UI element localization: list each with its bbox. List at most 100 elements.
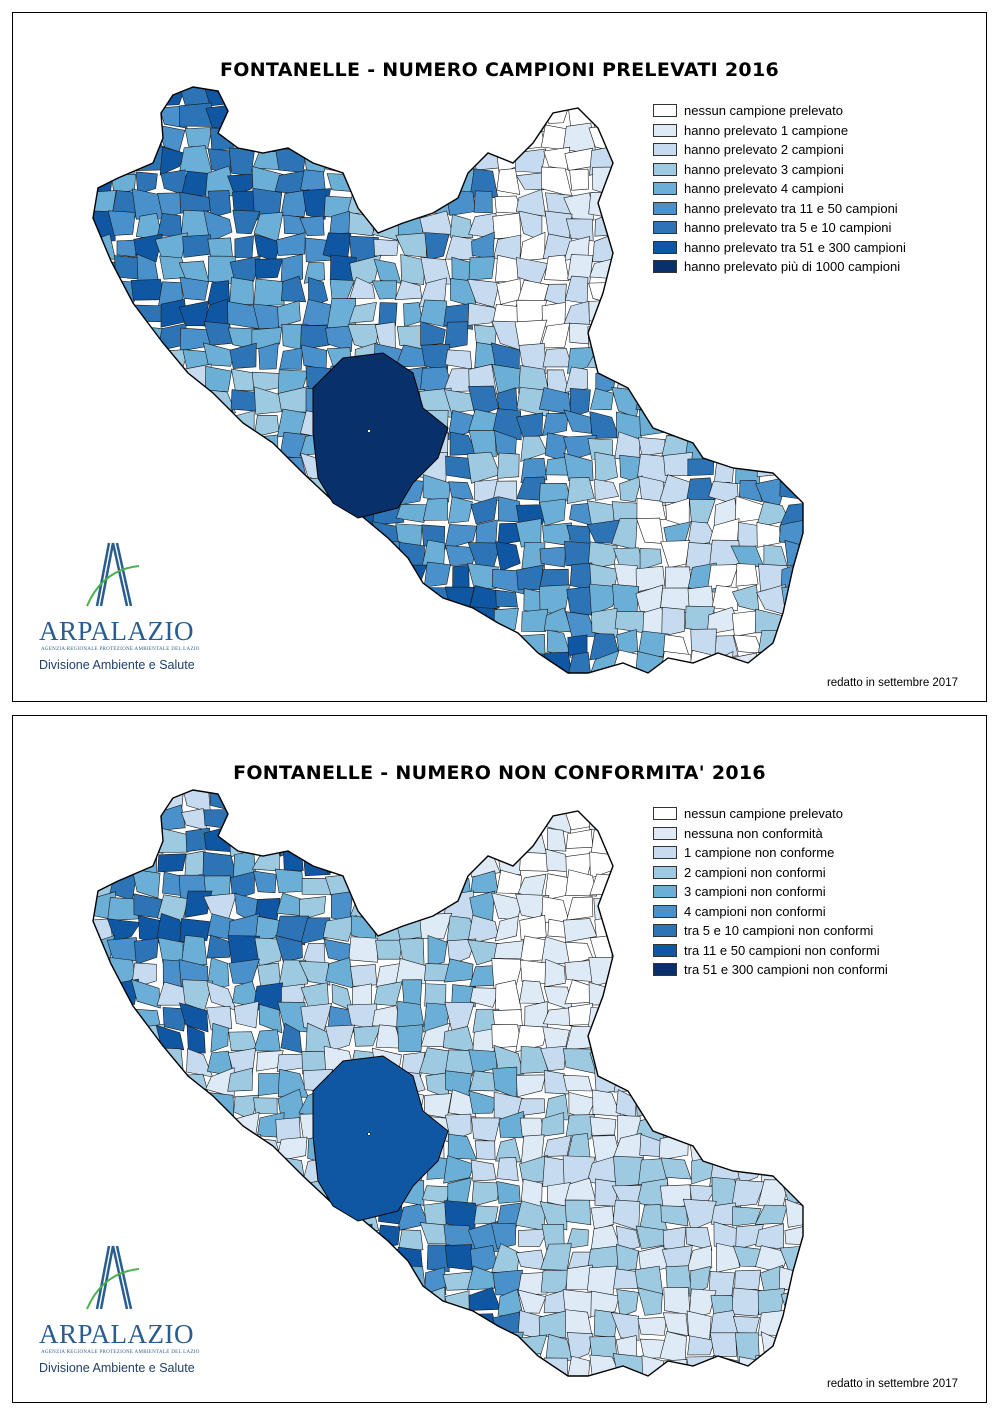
municipality-cell <box>204 586 235 614</box>
municipality-cell <box>93 1137 115 1166</box>
municipality-cell <box>275 1354 303 1376</box>
municipality-cell <box>806 607 834 638</box>
municipality-cell <box>257 1073 281 1096</box>
municipality-cell <box>663 1286 691 1316</box>
municipality-cell <box>371 565 400 587</box>
municipality-cell <box>401 166 426 195</box>
municipality-cell <box>468 676 497 701</box>
municipality-cell <box>447 496 473 524</box>
municipality-cell <box>594 451 618 484</box>
municipality-cell <box>301 122 333 149</box>
municipality-cell <box>352 656 378 673</box>
legend-item: 1 campione non conforme <box>653 843 888 863</box>
municipality-cell <box>375 1267 402 1297</box>
legend-item: hanno prelevato tra 51 e 300 campioni <box>653 238 906 258</box>
municipality-cell <box>521 608 549 633</box>
municipality-cell <box>374 850 398 880</box>
municipality-cell <box>161 1136 190 1164</box>
municipality-cell <box>394 87 421 111</box>
municipality-cell <box>733 634 764 654</box>
municipality-cell <box>712 979 739 1006</box>
municipality-cell <box>301 299 331 327</box>
municipality-cell <box>326 674 350 701</box>
municipality-cell <box>299 803 331 831</box>
municipality-cell <box>759 671 787 673</box>
municipality-cell <box>566 586 593 616</box>
municipality-cell <box>328 790 358 811</box>
municipality-cell <box>493 654 526 673</box>
municipality-cell <box>802 519 803 549</box>
municipality-cell <box>132 495 159 525</box>
municipality-cell <box>85 674 112 701</box>
municipality-cell <box>444 349 473 370</box>
municipality-cell <box>419 189 451 215</box>
municipality-cell <box>397 1024 424 1052</box>
municipality-cell <box>516 1378 547 1402</box>
legend: nessun campione prelevato nessuna non co… <box>653 804 888 980</box>
municipality-cell <box>807 1226 834 1253</box>
municipality-cell <box>257 105 281 126</box>
municipality-cell <box>234 673 257 701</box>
municipality-cell <box>806 1074 831 1097</box>
municipality-cell <box>807 303 834 325</box>
municipality-cell <box>518 1228 550 1247</box>
map-title: FONTANELLE - NUMERO NON CONFORMITA' 2016 <box>233 762 766 784</box>
municipality-cell <box>807 1248 833 1273</box>
municipality-cell <box>422 790 451 813</box>
municipality-cell <box>517 1271 549 1295</box>
municipality-cell <box>780 453 803 480</box>
municipality-cell <box>683 1007 714 1031</box>
municipality-cell <box>515 257 549 285</box>
municipality-cell <box>234 519 259 548</box>
municipality-cell <box>130 350 164 374</box>
municipality-cell <box>473 1205 499 1225</box>
municipality-cell <box>444 1330 473 1359</box>
municipality-cell <box>349 964 378 987</box>
municipality-cell <box>110 101 140 130</box>
municipality-cell <box>396 825 430 853</box>
municipality-cell <box>809 477 832 499</box>
municipality-cell <box>784 1224 803 1246</box>
municipality-cell <box>400 253 426 285</box>
municipality-cell <box>135 171 158 195</box>
municipality-cell <box>805 1004 830 1027</box>
municipality-cell <box>328 518 356 546</box>
municipality-cell <box>617 366 646 391</box>
municipality-cell <box>111 1047 133 1076</box>
municipality-cell <box>422 850 447 877</box>
municipality-cell <box>231 1334 256 1359</box>
municipality-cell <box>660 1157 692 1180</box>
municipality-cell <box>156 1178 189 1203</box>
municipality-cell <box>350 632 372 660</box>
municipality-cell <box>323 564 355 588</box>
municipality-cell <box>779 1353 803 1376</box>
municipality-cell <box>106 306 141 329</box>
municipality-cell <box>326 121 354 155</box>
municipality-cell <box>805 347 835 369</box>
municipality-cell <box>523 674 548 699</box>
municipality-cell <box>112 342 140 370</box>
municipality-cell <box>231 1315 257 1336</box>
municipality-cell <box>759 411 788 440</box>
municipality-cell <box>805 1208 837 1228</box>
municipality-cell <box>331 1355 351 1376</box>
municipality-cell <box>445 826 473 852</box>
municipality-cell <box>689 87 717 101</box>
municipality-cell <box>733 1378 760 1401</box>
legend-swatch <box>653 846 677 860</box>
municipality-cell <box>539 546 567 568</box>
municipality-cell <box>323 611 358 637</box>
municipality-cell <box>300 584 332 610</box>
municipality-cell <box>496 1378 521 1402</box>
municipality-cell <box>637 1287 663 1316</box>
municipality-cell <box>569 322 598 345</box>
municipality-cell <box>322 1310 355 1339</box>
municipality-cell <box>518 980 546 1004</box>
municipality-cell <box>761 1066 781 1093</box>
municipality-cell <box>619 475 643 503</box>
municipality-cell <box>347 546 380 568</box>
municipality-cell <box>516 412 544 439</box>
municipality-cell <box>420 257 452 285</box>
municipality-cell <box>712 1007 739 1028</box>
municipality-cell <box>636 497 667 520</box>
